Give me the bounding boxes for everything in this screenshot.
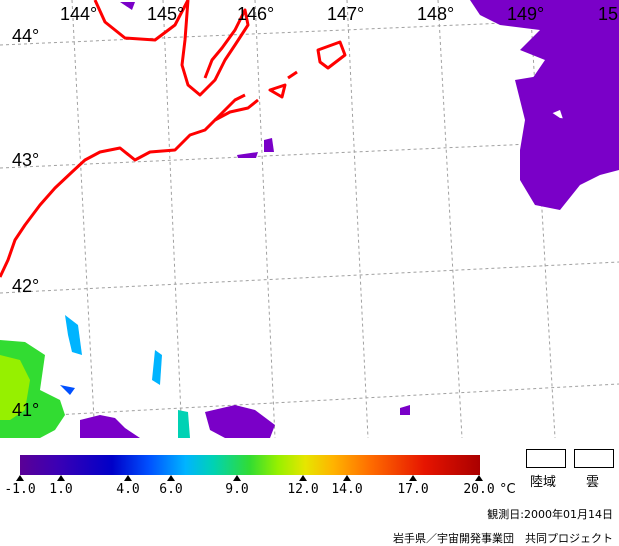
- tick-label: -1.0: [4, 482, 36, 497]
- tick-label: 12.0: [287, 482, 319, 497]
- lon-label-144: 144°: [60, 4, 97, 24]
- latitude-labels: 44° 43° 42° 41°: [12, 26, 39, 420]
- tick-mark: [124, 475, 132, 481]
- tick-mark: [343, 475, 351, 481]
- tick-mark: [409, 475, 417, 481]
- lon-label-149: 149°: [507, 4, 544, 24]
- tick-label: 6.0: [159, 482, 183, 497]
- tick-mark: [57, 475, 65, 481]
- lat-label-41: 41°: [12, 400, 39, 420]
- lon-label-146: 146°: [237, 4, 274, 24]
- tick-mark: [16, 475, 24, 481]
- tick-label: 1.0: [49, 482, 73, 497]
- land-swatch: [526, 449, 566, 468]
- credit-text: 岩手県／宇宙開発事業団 共同プロジェクト: [393, 532, 613, 545]
- tick-label: 9.0: [225, 482, 249, 497]
- tick-label: 4.0: [116, 482, 140, 497]
- cloud-label: 雲: [586, 475, 600, 490]
- observation-date: 観測日:2000年01月14日: [487, 508, 613, 521]
- tick-mark: [233, 475, 241, 481]
- cloud-areas: [80, 0, 619, 438]
- graticule: [0, 0, 619, 438]
- tick-mark: [475, 475, 483, 481]
- lon-label-148: 148°: [417, 4, 454, 24]
- lat-label-43: 43°: [12, 150, 39, 170]
- lon-label-145: 145°: [147, 4, 184, 24]
- cloud-swatch: [574, 449, 614, 468]
- tick-label: 17.0: [397, 482, 429, 497]
- land-label: 陸域: [530, 475, 557, 490]
- tick-mark: [299, 475, 307, 481]
- sst-map: 144° 145° 146° 147° 148° 149° 15 44° 43°…: [0, 0, 619, 438]
- legend: -1.0 1.0 4.0 6.0 9.0 12.0 14.0 17.0 20.0…: [0, 438, 619, 546]
- lon-label-147: 147°: [327, 4, 364, 24]
- lat-label-42: 42°: [12, 276, 39, 296]
- coastline: [0, 0, 347, 278]
- longitude-labels: 144° 145° 146° 147° 148° 149° 15: [60, 4, 618, 24]
- tick-label: 14.0: [331, 482, 363, 497]
- unit-label: °C: [500, 482, 516, 497]
- sst-field: [0, 315, 190, 438]
- color-scale-bar: [20, 455, 480, 475]
- lon-label-150: 15: [598, 4, 618, 24]
- lat-label-44: 44°: [12, 26, 39, 46]
- tick-mark: [167, 475, 175, 481]
- tick-label: 20.0: [463, 482, 495, 497]
